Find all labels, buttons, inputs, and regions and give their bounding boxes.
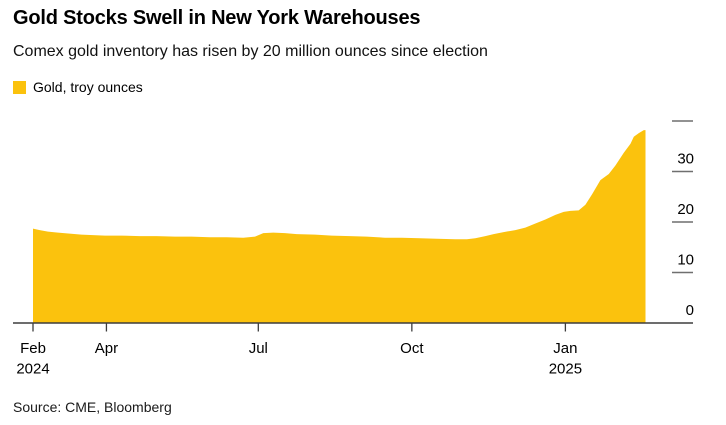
x-tick-label: Feb bbox=[20, 340, 46, 357]
x-year-label: 2024 bbox=[16, 361, 49, 378]
y-tick-label: 30 bbox=[677, 151, 694, 168]
y-tick-label: 20 bbox=[677, 201, 694, 218]
legend: Gold, troy ounces bbox=[13, 79, 143, 95]
x-tick-label: Jul bbox=[249, 340, 268, 357]
legend-label: Gold, troy ounces bbox=[33, 79, 143, 95]
y-tick-label: 10 bbox=[677, 252, 694, 269]
x-tick-label: Apr bbox=[95, 340, 118, 357]
x-year-label: 2025 bbox=[549, 361, 582, 378]
legend-swatch-icon bbox=[13, 80, 26, 94]
chart-subtitle: Comex gold inventory has risen by 20 mil… bbox=[13, 43, 488, 60]
x-tick-label: Jan bbox=[553, 340, 577, 357]
y-tick-label: 0 bbox=[686, 302, 694, 319]
area-series bbox=[33, 130, 646, 323]
chart-title: Gold Stocks Swell in New York Warehouses bbox=[13, 7, 421, 29]
source-note: Source: CME, Bloomberg bbox=[13, 399, 172, 415]
x-tick-label: Oct bbox=[400, 340, 424, 357]
